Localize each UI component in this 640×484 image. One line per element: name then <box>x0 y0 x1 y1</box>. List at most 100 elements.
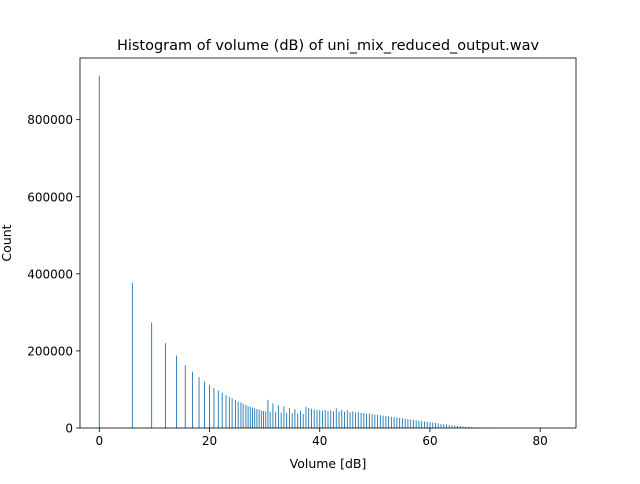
histogram-bar <box>325 410 326 428</box>
histogram-bar <box>452 425 453 428</box>
x-axis-label: Volume [dB] <box>290 456 367 471</box>
y-tick-label: 200000 <box>27 344 73 358</box>
x-tick-label: 60 <box>422 434 437 448</box>
histogram-bar <box>449 425 450 428</box>
histogram-bar <box>261 411 262 428</box>
histogram-bar <box>240 403 241 428</box>
histogram-bar <box>259 410 260 428</box>
histogram-bar <box>328 411 329 428</box>
histogram-bar <box>283 406 284 428</box>
histogram-bar <box>300 411 301 428</box>
histogram-bar <box>314 410 315 429</box>
histogram-bar <box>204 381 205 428</box>
histogram-bar <box>377 415 378 428</box>
histogram-bar <box>352 411 353 428</box>
histogram-bar <box>355 413 356 428</box>
histogram-bar <box>263 411 264 428</box>
histogram-bar <box>265 411 266 428</box>
histogram-bar <box>413 420 414 428</box>
histogram-bar <box>435 423 436 428</box>
histogram-bar <box>151 322 152 428</box>
histogram-bar <box>267 400 268 428</box>
histogram-bar <box>248 406 249 428</box>
histogram-bar <box>185 365 186 428</box>
y-axis-label: Count <box>0 224 14 261</box>
histogram-bar <box>99 76 100 428</box>
histogram-bar <box>438 423 439 428</box>
histogram-bar <box>361 413 362 428</box>
histogram-bar <box>192 372 193 428</box>
histogram-bar <box>391 417 392 428</box>
histogram-bar <box>396 418 397 428</box>
chart-title: Histogram of volume (dB) of uni_mix_redu… <box>117 38 540 54</box>
histogram-bar <box>366 414 367 428</box>
histogram-bar <box>363 413 364 428</box>
histogram-bar <box>218 391 219 428</box>
x-tick-label: 80 <box>533 434 548 448</box>
plot-frame <box>80 58 576 428</box>
histogram-bar <box>297 414 298 428</box>
bars-group <box>99 76 541 428</box>
histogram-bar <box>344 412 345 428</box>
histogram-bar <box>430 422 431 428</box>
x-ticks: 0 20 40 60 80 <box>95 428 547 448</box>
histogram-bar <box>399 418 400 428</box>
histogram-bar <box>374 415 375 428</box>
histogram-bar <box>341 410 342 428</box>
histogram-bar <box>306 407 307 428</box>
y-ticks: 0 200000 400000 600000 800000 <box>27 113 80 435</box>
histogram-bar <box>270 412 271 428</box>
y-tick-label: 600000 <box>27 190 73 204</box>
histogram-bar <box>330 410 331 428</box>
histogram-bar <box>275 412 276 428</box>
histogram-bar <box>336 408 337 428</box>
histogram-bar <box>446 425 447 428</box>
histogram-bar <box>294 409 295 428</box>
x-tick-label: 20 <box>202 434 217 448</box>
histogram-bar <box>308 408 309 428</box>
histogram-bar <box>199 377 200 428</box>
histogram-bar <box>176 356 177 428</box>
histogram-bar <box>165 343 166 428</box>
histogram-bar <box>350 412 351 428</box>
histogram-bar <box>358 412 359 428</box>
histogram-bar <box>303 414 304 428</box>
histogram-bar <box>424 421 425 428</box>
x-tick-label: 40 <box>312 434 327 448</box>
histogram-bar <box>235 400 236 428</box>
histogram-bar <box>333 411 334 428</box>
histogram-bar <box>372 414 373 428</box>
histogram-bar <box>292 413 293 428</box>
histogram-bar <box>369 414 370 428</box>
histogram-bar <box>394 417 395 428</box>
histogram-bar <box>432 423 433 428</box>
histogram-bar <box>229 397 230 428</box>
histogram-bar <box>238 401 239 428</box>
histogram-bar <box>410 420 411 428</box>
histogram-bar <box>226 395 227 428</box>
x-tick-label: 0 <box>95 434 103 448</box>
histogram-bar <box>385 416 386 428</box>
histogram-bar <box>443 424 444 428</box>
y-tick-label: 0 <box>65 422 73 436</box>
histogram-bar <box>427 422 428 428</box>
histogram-bar <box>405 419 406 428</box>
histogram-bar <box>416 420 417 428</box>
histogram-bar <box>421 421 422 428</box>
histogram-bar <box>322 411 323 428</box>
histogram-bar <box>383 416 384 428</box>
histogram-bar <box>402 418 403 428</box>
y-tick-label: 800000 <box>27 113 73 127</box>
histogram-bar <box>418 421 419 428</box>
y-tick-label: 400000 <box>27 267 73 281</box>
histogram-bar <box>407 419 408 428</box>
histogram-bar <box>278 405 279 428</box>
histogram-bar <box>213 388 214 428</box>
histogram-bar <box>281 413 282 428</box>
histogram-bar <box>319 410 320 428</box>
histogram-bar <box>289 408 290 428</box>
histogram-bar <box>232 398 233 428</box>
histogram-bar <box>441 424 442 428</box>
